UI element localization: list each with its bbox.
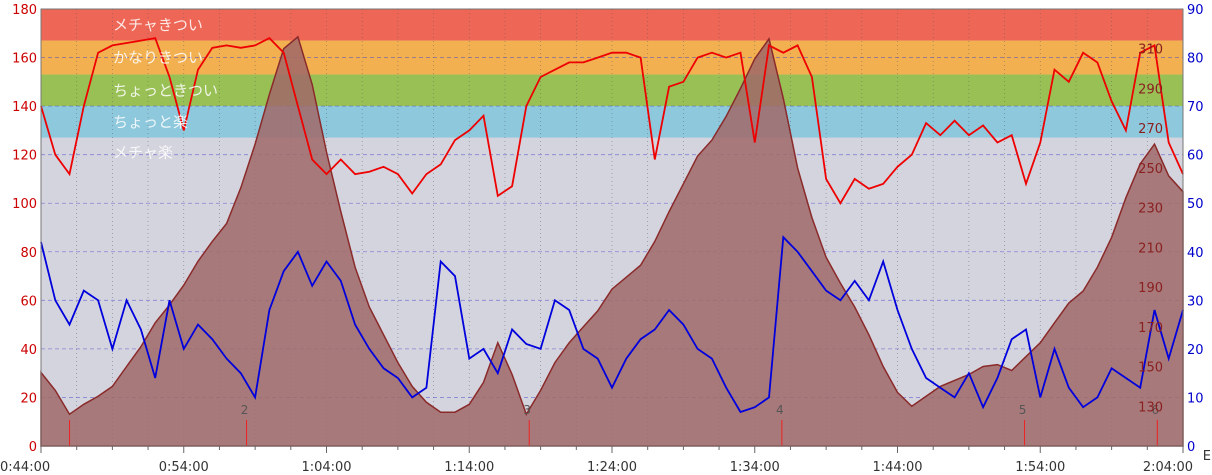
inner-axis-tick-label: 190 xyxy=(1138,281,1163,296)
right-axis-tick-label: 90 xyxy=(1187,3,1204,18)
inner-axis-tick-label: 290 xyxy=(1138,82,1163,97)
x-axis-tick-label: 0:44:00 xyxy=(0,460,50,475)
left-axis-tick-label: 180 xyxy=(12,3,37,18)
lap-label: 3 xyxy=(523,403,531,417)
right-axis-tick-label: 0 xyxy=(1187,440,1195,455)
zone-label: メチャきつい xyxy=(113,16,203,34)
x-axis-end-mark: E xyxy=(1203,449,1211,464)
lap-label: 4 xyxy=(776,403,784,417)
left-axis-tick-label: 120 xyxy=(12,149,37,164)
zone-label: かなりきつい xyxy=(113,49,203,67)
left-axis-tick-label: 40 xyxy=(20,343,37,358)
right-axis-tick-label: 20 xyxy=(1187,343,1204,358)
x-axis-tick-label: 1:44:00 xyxy=(872,460,922,475)
zone-label: ちょっときつい xyxy=(113,81,218,99)
zone-band xyxy=(41,9,1183,41)
lap-label: 5 xyxy=(1019,403,1027,417)
cadence-line xyxy=(40,235,1184,414)
right-axis-tick-label: 10 xyxy=(1187,391,1204,406)
zone-band xyxy=(41,74,1183,107)
inner-axis-tick-label: 270 xyxy=(1138,122,1163,137)
left-axis-tick-label: 140 xyxy=(12,100,37,115)
left-axis-tick-label: 80 xyxy=(20,246,37,261)
left-axis-tick-label: 60 xyxy=(20,294,37,309)
x-axis-tick-label: 1:54:00 xyxy=(1015,460,1065,475)
right-axis-tick-label: 60 xyxy=(1187,149,1204,164)
x-axis-tick-label: 1:24:00 xyxy=(587,460,637,475)
inner-axis-tick-label: 170 xyxy=(1138,321,1163,336)
right-axis-tick-label: 40 xyxy=(1187,246,1204,261)
inner-axis-tick-label: 310 xyxy=(1138,43,1163,58)
right-axis-tick-label: 50 xyxy=(1187,197,1204,212)
right-axis-tick-label: 80 xyxy=(1187,52,1204,67)
zone-label: メチャ楽 xyxy=(113,144,173,162)
inner-axis-tick-label: 150 xyxy=(1138,361,1163,376)
inner-axis-tick-label: 130 xyxy=(1138,400,1163,415)
x-axis-tick-label: 1:34:00 xyxy=(730,460,780,475)
x-axis-tick-label: 1:14:00 xyxy=(444,460,494,475)
heart-rate-line xyxy=(40,36,1184,205)
inner-axis-tick-label: 230 xyxy=(1138,202,1163,217)
zone-label: ちょっと楽 xyxy=(113,113,188,131)
altitude-area xyxy=(40,35,1184,447)
x-axis-tick-label: 0:54:00 xyxy=(159,460,209,475)
right-axis-tick-label: 70 xyxy=(1187,100,1204,115)
x-axis-tick-label: 2:04:00 xyxy=(1143,460,1193,475)
inner-axis-tick-label: 210 xyxy=(1138,241,1163,256)
lap-label: 6 xyxy=(1151,403,1159,417)
lap-label: 2 xyxy=(241,403,249,417)
inner-axis-tick-label: 250 xyxy=(1138,162,1163,177)
left-axis-tick-label: 100 xyxy=(12,197,37,212)
x-axis-tick-label: 1:04:00 xyxy=(301,460,351,475)
left-axis-tick-label: 0 xyxy=(29,440,37,455)
right-axis-tick-label: 30 xyxy=(1187,294,1204,309)
left-axis-tick-label: 20 xyxy=(20,391,37,406)
left-axis-tick-label: 160 xyxy=(12,52,37,67)
